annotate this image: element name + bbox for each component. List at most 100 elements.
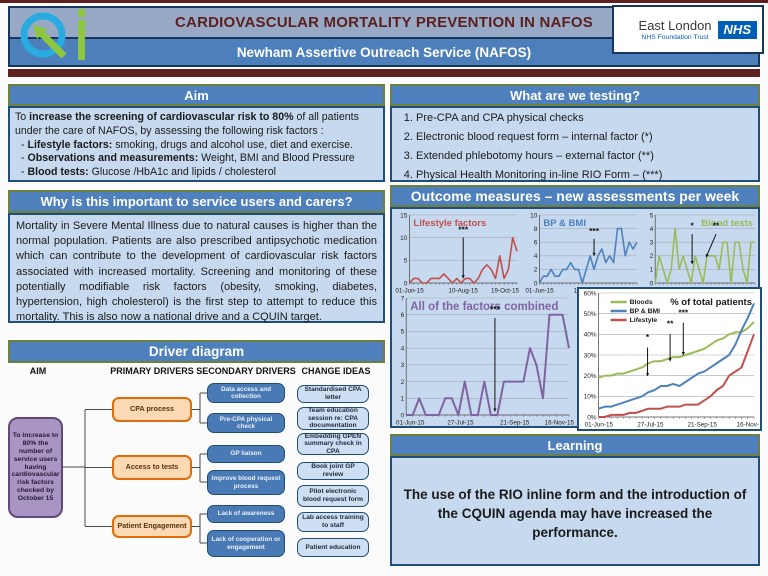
- svg-text:5: 5: [650, 212, 654, 219]
- svg-text:21-Sep-15: 21-Sep-15: [687, 422, 717, 429]
- svg-text:3: 3: [401, 362, 405, 369]
- svg-text:Lifestyle: Lifestyle: [630, 317, 658, 324]
- svg-text:2: 2: [650, 253, 654, 260]
- nhs-trust-name: NHS Foundation Trust: [641, 34, 709, 41]
- svg-text:0: 0: [401, 412, 405, 419]
- driver-col-secondary: SECONDARY DRIVERS: [196, 366, 296, 376]
- lifestyle-factors-chart: 0 5 10 15 01-Jun-15 10-Aug-15 19-Oct-15 Lifesty…: [394, 211, 520, 295]
- driver-diagram: AIM PRIMARY DRIVERS SECONDARY DRIVERS CH…: [8, 364, 380, 576]
- all-factors-combined-chart: 0 1 2 3 4 5 6 7 01-Jun-15 27-Jul-15 21-Sep-15 16-No…: [395, 294, 575, 427]
- primary-driver-cpa-process: CPA process: [112, 397, 192, 422]
- svg-text:Lifestyle factors: Lifestyle factors: [413, 218, 486, 229]
- testing-item: Extended phlebotomy hours – external fac…: [416, 150, 758, 162]
- svg-text:1: 1: [650, 267, 654, 274]
- svg-text:10: 10: [400, 235, 408, 242]
- aim-bullet-blood-tests: - Blood tests: Glucose /HbA1c and lipids…: [21, 166, 276, 179]
- testing-section-title: What are we testing?: [509, 87, 641, 103]
- svg-text:2: 2: [401, 379, 405, 386]
- qi-logo-icon: [16, 8, 100, 64]
- primary-driver-patient-engagement: Patient Engagement: [112, 515, 192, 538]
- svg-text:19-Oct-15: 19-Oct-15: [491, 288, 519, 295]
- svg-text:20%: 20%: [584, 373, 597, 380]
- change-idea-lab-access-training: Lab access training to staff: [297, 512, 369, 532]
- svg-text:2: 2: [534, 267, 538, 274]
- why-paragraph: Mortality in Severe Mental Illness due t…: [16, 220, 377, 324]
- secondary-driver-pre-cpa-check: Pre-CPA physical check: [207, 413, 285, 433]
- svg-text:21-Sep-15: 21-Sep-15: [500, 420, 530, 427]
- aim-section-title: Aim: [184, 87, 209, 103]
- svg-text:1: 1: [401, 396, 405, 403]
- top-accent-rule: [0, 0, 768, 3]
- nhs-org-name: East London: [638, 18, 712, 33]
- change-idea-team-education: Team education session re: CPA documenta…: [297, 407, 369, 430]
- nhs-org-block: East London NHS Foundation Trust: [639, 18, 712, 41]
- svg-text:5: 5: [401, 329, 405, 336]
- svg-text:% of total patients: % of total patients: [670, 297, 752, 308]
- outcome-section-title: Outcome measures – new assessments per w…: [410, 188, 740, 204]
- driver-aim-box: To increase to 80% the number of service…: [8, 417, 63, 518]
- change-idea-standardised-cpa-letter: Standardised CPA letter: [297, 385, 369, 403]
- poster-subtitle: Newham Assertive Outreach Service (NAFOS…: [236, 44, 532, 60]
- nhs-logo: East London NHS Foundation Trust NHS: [612, 5, 764, 54]
- nhs-badge-icon: NHS: [717, 20, 757, 39]
- svg-text:16-Nov-15: 16-Nov-15: [545, 420, 575, 427]
- svg-text:5: 5: [404, 258, 408, 265]
- change-idea-electronic-blood-form: Pilot electronic blood request form: [297, 485, 369, 507]
- svg-text:0%: 0%: [587, 414, 597, 421]
- driver-diagram-header: Driver diagram: [8, 340, 385, 363]
- svg-text:6: 6: [534, 240, 538, 247]
- primary-driver-access-to-tests: Access to tests: [112, 455, 192, 480]
- svg-text:***: ***: [678, 307, 689, 317]
- secondary-driver-gp-liaison: GP liaison: [207, 445, 285, 463]
- svg-text:0: 0: [534, 280, 538, 287]
- driver-connectors: [63, 392, 207, 544]
- why-section-body: Mortality in Severe Mental Illness due t…: [8, 213, 385, 323]
- svg-text:27-Jul-15: 27-Jul-15: [447, 420, 474, 427]
- svg-text:7: 7: [401, 295, 405, 302]
- testing-section-body: Pre-CPA and CPA physical checks Electron…: [390, 106, 760, 182]
- why-section-header: Why is this important to service users a…: [8, 190, 385, 213]
- svg-text:50%: 50%: [584, 311, 597, 318]
- svg-text:4: 4: [401, 345, 405, 352]
- svg-text:01-Jun-15: 01-Jun-15: [395, 288, 424, 295]
- aim-bullet-observations: - Observations and measurements: Weight,…: [21, 152, 355, 165]
- svg-text:40%: 40%: [584, 332, 597, 339]
- secondary-driver-blood-request: Improve blood request process: [207, 470, 285, 495]
- svg-text:All of the factors combined: All of the factors combined: [410, 301, 558, 313]
- aim-section-header: Aim: [8, 84, 385, 106]
- driver-col-aim: AIM: [29, 366, 47, 376]
- header-divider-strip: [8, 69, 760, 77]
- svg-text:60%: 60%: [584, 290, 597, 297]
- svg-text:BP & BMI: BP & BMI: [630, 308, 661, 315]
- outcome-section-header: Outcome measures – new assessments per w…: [390, 185, 760, 207]
- svg-text:15: 15: [400, 212, 408, 219]
- svg-text:4: 4: [534, 253, 538, 260]
- poster-title: CARDIOVASCULAR MORTALITY PREVENTION IN N…: [175, 14, 593, 31]
- aim-section-body: To increase the screening of cardiovascu…: [8, 106, 385, 182]
- svg-text:Blood tests: Blood tests: [701, 218, 753, 229]
- svg-text:3: 3: [650, 240, 654, 247]
- learning-section-body: The use of the RIO inline form and the i…: [390, 456, 760, 566]
- learning-paragraph: The use of the RIO inline form and the i…: [403, 487, 747, 540]
- svg-text:30%: 30%: [584, 352, 597, 359]
- learning-section-title: Learning: [547, 437, 603, 453]
- svg-text:**: **: [667, 318, 674, 328]
- secondary-driver-data-access: Data access and collection: [207, 383, 285, 403]
- svg-text:4: 4: [650, 226, 654, 233]
- svg-text:10%: 10%: [584, 394, 597, 401]
- driver-col-primary: PRIMARY DRIVERS: [110, 366, 194, 376]
- change-idea-gpen-summary: Embedding GPEN summary check in CPA: [297, 433, 369, 455]
- svg-text:0: 0: [404, 280, 408, 287]
- aim-bullet-lifestyle: - Lifestyle factors: smoking, drugs and …: [21, 138, 354, 151]
- testing-section-header: What are we testing?: [390, 84, 760, 106]
- percent-total-patients-chart: 0% 10% 20% 30% 40% 50% 60% 01-Jun-15 27-Jul-15 21…: [577, 287, 762, 431]
- svg-text:10-Aug-15: 10-Aug-15: [448, 288, 478, 295]
- why-section-title: Why is this important to service users a…: [40, 194, 353, 209]
- change-idea-patient-education: Patient education: [297, 538, 369, 557]
- testing-item: Physical Health Monitoring in-line RIO F…: [416, 169, 758, 181]
- svg-text:27-Jul-15: 27-Jul-15: [637, 422, 664, 429]
- change-idea-book-gp-review: Book joint GP review: [297, 462, 369, 480]
- svg-text:***: ***: [458, 225, 469, 235]
- svg-text:***: ***: [490, 304, 501, 314]
